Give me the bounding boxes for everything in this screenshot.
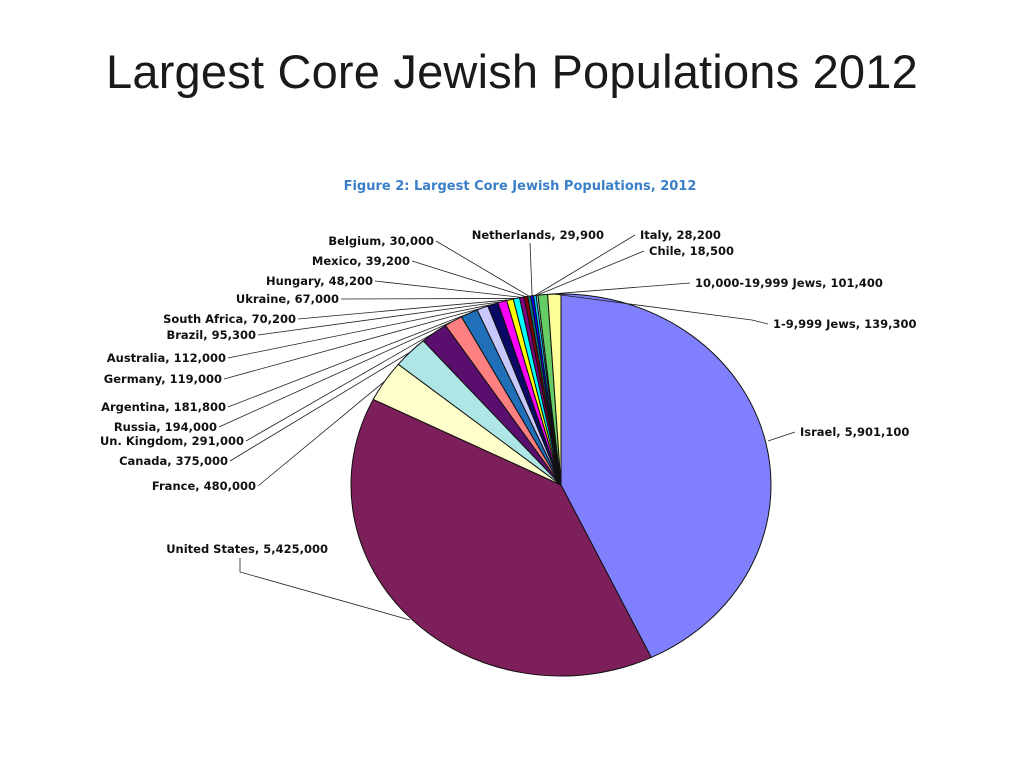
leader-line-un-kingdom: [245, 332, 435, 442]
leader-line-canada: [229, 351, 411, 462]
leader-line-south-africa: [297, 299, 511, 320]
leader-line-australia: [227, 303, 493, 359]
slice-label-1-9-999-jews: 1-9,999 Jews, 139,300: [773, 317, 916, 331]
labels-layer: Israel, 5,901,100 United States, 5,425,00…: [100, 228, 917, 556]
leader-line-hungary: [374, 280, 522, 298]
leader-line-10-000-19-999-jews: [542, 282, 691, 296]
slide-title: Largest Core Jewish Populations 2012: [106, 45, 918, 98]
leader-line-1-9-999-jews: [554, 293, 769, 325]
leader-line-ukraine: [340, 297, 517, 300]
leader-line-united-states: [239, 558, 411, 621]
leader-line-argentina: [227, 312, 470, 408]
slice-label-italy: Italy, 28,200: [640, 228, 721, 242]
leader-line-russia: [218, 320, 454, 428]
slice-label-france: France, 480,000: [152, 479, 256, 493]
slice-label-canada: Canada, 375,000: [119, 454, 228, 468]
slice-label-brazil: Brazil, 95,300: [166, 328, 256, 342]
slice-label-10-000-19-999-jews: 10,000-19,999 Jews, 101,400: [695, 276, 883, 290]
slice-label-chile: Chile, 18,500: [649, 244, 734, 258]
slices-layer: [350, 293, 772, 677]
slice-label-un-kingdom: Un. Kingdom, 291,000: [100, 434, 244, 448]
leader-lines-layer: [218, 234, 796, 621]
leader-line-italy: [534, 234, 636, 296]
leader-line-france: [257, 380, 385, 487]
leader-line-israel: [767, 431, 796, 442]
leader-line-belgium: [435, 240, 530, 297]
slice-label-hungary: Hungary, 48,200: [266, 274, 373, 288]
leader-line-netherlands: [529, 242, 533, 296]
pie-slice-israel: [560, 293, 772, 659]
slice-label-russia: Russia, 194,000: [114, 420, 217, 434]
slice-label-ukraine: Ukraine, 67,000: [236, 292, 339, 306]
figure-title: Figure 2: Largest Core Jewish Population…: [343, 179, 697, 194]
slice-label-united-states: United States, 5,425,000: [166, 542, 328, 556]
slice-label-south-africa: South Africa, 70,200: [163, 312, 296, 326]
slice-label-argentina: Argentina, 181,800: [101, 400, 226, 414]
slice-label-australia: Australia, 112,000: [107, 351, 226, 365]
slice-label-israel: Israel, 5,901,100: [800, 425, 909, 439]
leader-line-chile: [536, 250, 645, 296]
pie-slice-united-states: [350, 398, 652, 677]
slice-label-mexico: Mexico, 39,200: [312, 254, 410, 268]
leader-line-brazil: [257, 301, 503, 336]
leader-line-mexico: [411, 260, 527, 298]
slice-label-germany: Germany, 119,000: [104, 372, 222, 386]
slice-label-belgium: Belgium, 30,000: [328, 234, 434, 248]
leader-line-germany: [223, 307, 483, 380]
slice-label-netherlands: Netherlands, 29,900: [472, 228, 604, 242]
